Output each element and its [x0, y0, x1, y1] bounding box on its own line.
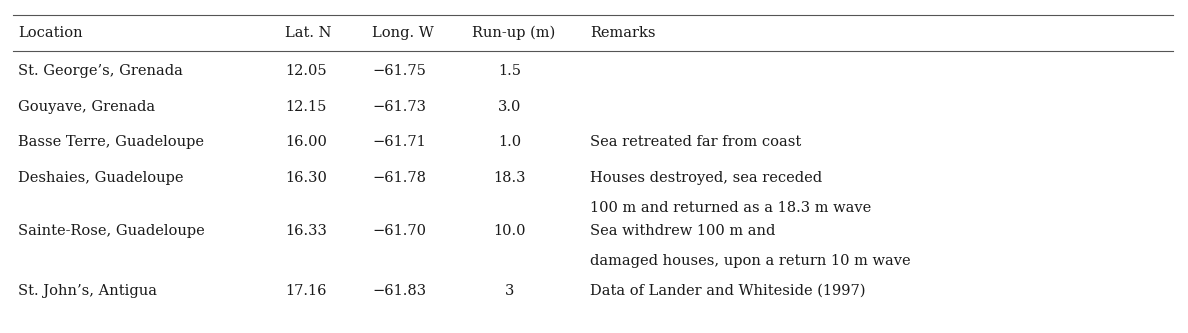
Text: 10.0: 10.0: [494, 224, 526, 238]
Text: 16.33: 16.33: [285, 224, 327, 238]
Text: Remarks: Remarks: [590, 26, 656, 40]
Text: Data of Lander and Whiteside (1997): Data of Lander and Whiteside (1997): [590, 284, 866, 298]
Text: −61.75: −61.75: [372, 64, 425, 78]
Text: 12.05: 12.05: [285, 64, 327, 78]
Text: −61.70: −61.70: [372, 224, 426, 238]
Text: St. John’s, Antigua: St. John’s, Antigua: [18, 284, 157, 298]
Text: Basse Terre, Guadeloupe: Basse Terre, Guadeloupe: [18, 135, 204, 149]
Text: −61.78: −61.78: [372, 171, 426, 185]
Text: 17.16: 17.16: [285, 284, 327, 298]
Text: 1.5: 1.5: [499, 64, 522, 78]
Text: Sainte-Rose, Guadeloupe: Sainte-Rose, Guadeloupe: [18, 224, 204, 238]
Text: 16.30: 16.30: [285, 171, 327, 185]
Text: −61.73: −61.73: [372, 100, 426, 114]
Text: Run-up (m): Run-up (m): [472, 26, 555, 40]
Text: 12.15: 12.15: [285, 100, 327, 114]
Text: Houses destroyed, sea receded: Houses destroyed, sea receded: [590, 171, 822, 185]
Text: Gouyave, Grenada: Gouyave, Grenada: [18, 100, 156, 114]
Text: 18.3: 18.3: [494, 171, 526, 185]
Text: damaged houses, upon a return 10 m wave: damaged houses, upon a return 10 m wave: [590, 254, 911, 268]
Text: Lat. N: Lat. N: [285, 26, 331, 40]
Text: Long. W: Long. W: [372, 26, 434, 40]
Text: Location: Location: [18, 26, 83, 40]
Text: −61.83: −61.83: [372, 284, 426, 298]
Text: Sea withdrew 100 m and: Sea withdrew 100 m and: [590, 224, 776, 238]
Text: 1.0: 1.0: [499, 135, 522, 149]
Text: 3: 3: [505, 284, 514, 298]
Text: St. George’s, Grenada: St. George’s, Grenada: [18, 64, 183, 78]
Text: Deshaies, Guadeloupe: Deshaies, Guadeloupe: [18, 171, 183, 185]
Text: 16.00: 16.00: [285, 135, 327, 149]
Text: 100 m and returned as a 18.3 m wave: 100 m and returned as a 18.3 m wave: [590, 201, 871, 215]
Text: 3.0: 3.0: [498, 100, 522, 114]
Text: −61.71: −61.71: [372, 135, 425, 149]
Text: Sea retreated far from coast: Sea retreated far from coast: [590, 135, 801, 149]
